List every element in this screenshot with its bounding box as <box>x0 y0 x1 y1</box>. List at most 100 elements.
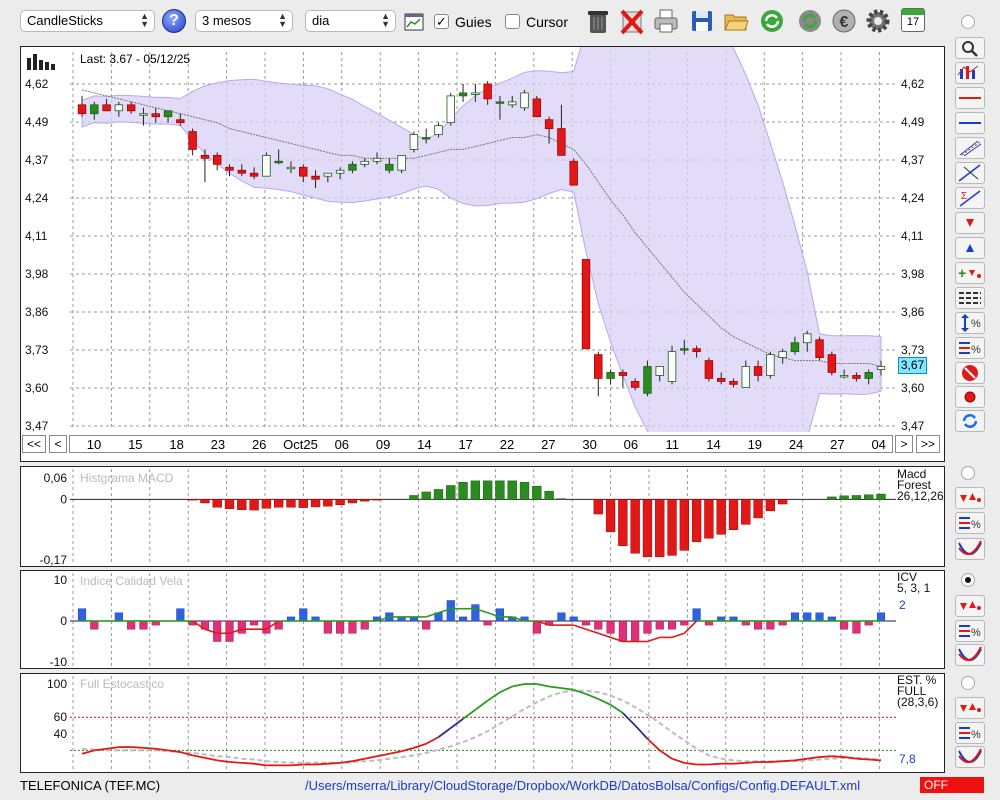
candle[interactable] <box>680 339 689 355</box>
candle[interactable] <box>557 104 566 156</box>
grid-lines-button[interactable] <box>955 287 985 309</box>
cancel-button[interactable] <box>955 362 985 384</box>
candle[interactable] <box>643 360 652 397</box>
period-select[interactable]: 3 mesos ▲ ▼ <box>195 10 293 32</box>
nav-prev-button[interactable]: < <box>49 435 67 453</box>
candle[interactable] <box>692 345 701 358</box>
candle[interactable] <box>483 81 492 105</box>
gear-icon[interactable] <box>864 6 892 36</box>
trash-icon[interactable] <box>584 6 612 36</box>
nav-first-button[interactable]: << <box>22 435 46 453</box>
candle[interactable] <box>704 357 714 382</box>
stoch-lines-button[interactable]: % <box>955 722 985 744</box>
chart-type-select[interactable]: CandleSticks ▲ ▼ <box>20 10 155 32</box>
candle[interactable] <box>274 149 283 165</box>
blue-line-tool-button[interactable] <box>955 112 985 134</box>
candle[interactable] <box>237 164 247 177</box>
candle[interactable] <box>852 372 861 382</box>
delete-icon[interactable] <box>618 6 646 36</box>
pattern-tool-button[interactable] <box>955 62 985 84</box>
candle[interactable] <box>286 161 296 174</box>
candle[interactable] <box>803 330 812 352</box>
help-icon[interactable]: ? <box>162 9 186 33</box>
nav-last-button[interactable]: >> <box>916 435 940 453</box>
buy-signal-button[interactable] <box>955 237 985 259</box>
candle[interactable] <box>790 336 800 355</box>
signals-button[interactable]: + <box>955 262 985 284</box>
update-icon[interactable] <box>796 6 824 36</box>
candle[interactable] <box>348 161 357 174</box>
percent-lines-button[interactable]: % <box>955 337 985 359</box>
candle[interactable] <box>716 372 726 385</box>
candle[interactable] <box>618 369 628 388</box>
candle[interactable] <box>630 378 640 391</box>
candle[interactable] <box>741 360 750 388</box>
off-status-badge[interactable]: OFF <box>920 777 984 793</box>
icv-lines-button[interactable]: % <box>955 620 985 642</box>
percent-range-button[interactable]: % <box>955 312 985 334</box>
candle[interactable] <box>151 107 160 123</box>
zoom-tool-button[interactable] <box>955 37 985 59</box>
candle[interactable] <box>766 351 775 379</box>
macd-signals-button[interactable] <box>955 487 985 509</box>
candle[interactable] <box>520 89 529 111</box>
main-panel-radio[interactable] <box>961 15 975 29</box>
candle[interactable] <box>360 158 369 168</box>
candle[interactable] <box>335 167 345 180</box>
config-path-link[interactable]: /Users/mserra/Library/CloudStorage/Dropb… <box>305 778 861 793</box>
candle[interactable] <box>397 154 406 174</box>
refresh-icon[interactable] <box>758 6 786 36</box>
cursor-checkbox[interactable] <box>505 14 520 29</box>
candle[interactable] <box>421 128 431 144</box>
macd-lines-button[interactable]: % <box>955 512 985 534</box>
candle[interactable] <box>114 101 124 117</box>
candle[interactable] <box>729 378 738 388</box>
candle[interactable] <box>667 345 677 385</box>
candle[interactable] <box>126 101 136 114</box>
candle[interactable] <box>544 116 554 144</box>
candle[interactable] <box>606 369 615 385</box>
candle[interactable] <box>864 369 873 385</box>
candle[interactable] <box>90 101 99 120</box>
record-button[interactable] <box>955 386 985 408</box>
candle[interactable] <box>827 351 837 376</box>
candle[interactable] <box>508 95 517 108</box>
stoch-signals-button[interactable] <box>955 697 985 719</box>
euro-icon[interactable]: € <box>830 6 858 36</box>
macd-chart[interactable]: Histgrama MACD 0,06 0 -0,17 MacdForest26,12,… <box>21 467 944 566</box>
sync-button[interactable] <box>955 410 985 432</box>
candle[interactable] <box>249 167 259 180</box>
fibonacci-tool-button[interactable]: Σ <box>955 187 985 209</box>
candle[interactable] <box>581 259 591 350</box>
nav-next-button[interactable]: > <box>895 435 913 453</box>
candle[interactable] <box>532 95 542 118</box>
macd-panel-radio[interactable] <box>961 466 975 480</box>
channel-tool-button[interactable] <box>955 137 985 159</box>
candle[interactable] <box>299 164 308 183</box>
candle[interactable] <box>200 149 210 183</box>
stoch-indicator-button[interactable] <box>955 746 985 768</box>
candle[interactable] <box>409 131 419 153</box>
candle[interactable] <box>839 369 849 379</box>
save-icon[interactable] <box>688 6 716 36</box>
candle[interactable] <box>594 351 603 397</box>
print-icon[interactable] <box>652 6 680 36</box>
candle[interactable] <box>385 158 394 174</box>
icv-panel-radio[interactable] <box>961 573 975 587</box>
candle[interactable] <box>778 348 787 364</box>
candle[interactable] <box>569 158 578 186</box>
trendline-tool-button[interactable] <box>955 162 985 184</box>
icv-indicator-button[interactable] <box>955 644 985 666</box>
candle[interactable] <box>102 98 111 112</box>
candle[interactable] <box>188 128 197 156</box>
calendar-icon[interactable]: 17 <box>901 8 925 32</box>
candle[interactable] <box>225 164 234 177</box>
price-chart[interactable]: 4,62 4,62 4,49 4,49 4,37 4,37 4,24 4,24 4,11 4,11… <box>21 47 944 432</box>
icv-signals-button[interactable] <box>955 595 985 617</box>
candle[interactable] <box>655 366 664 382</box>
candle[interactable] <box>753 360 763 382</box>
guies-checkbox[interactable]: ✓ <box>434 14 449 29</box>
candle[interactable] <box>471 84 480 102</box>
candle[interactable] <box>77 95 87 117</box>
candle[interactable] <box>458 84 468 102</box>
